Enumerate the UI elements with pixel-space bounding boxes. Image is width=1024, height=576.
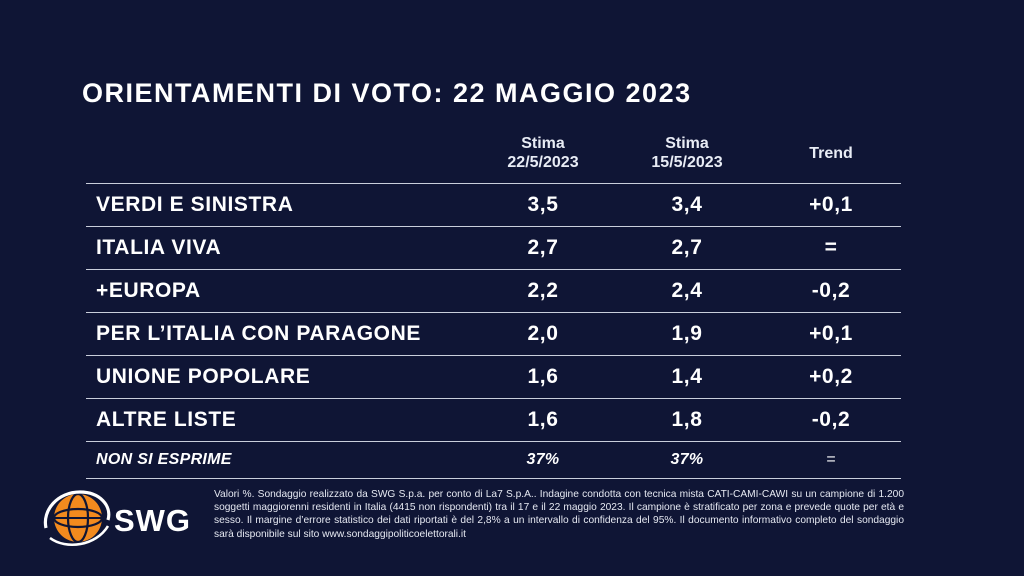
estimate-current: 1,6 <box>527 408 559 431</box>
estimate-current: 1,6 <box>527 365 559 388</box>
party-name: VERDI E SINISTRA <box>96 193 294 216</box>
header-label: Trend <box>809 145 853 162</box>
header-trend: Trend <box>771 144 891 163</box>
table-row: +EUROPA 2,2 2,4 -0,2 <box>86 269 901 312</box>
poll-table: Stima 22/5/2023 Stima 15/5/2023 Trend VE… <box>86 130 901 479</box>
party-name: UNIONE POPOLARE <box>96 365 311 388</box>
table-row: UNIONE POPOLARE 1,6 1,4 +0,2 <box>86 355 901 398</box>
table-row: NON SI ESPRIME 37% 37% = <box>86 441 901 479</box>
logo-text: SWG <box>114 503 192 538</box>
trend-value: = <box>826 451 836 468</box>
estimate-previous: 2,4 <box>671 279 703 302</box>
trend-value: +0,1 <box>809 322 853 345</box>
estimate-current: 37% <box>526 451 560 468</box>
globe-logo-icon <box>43 490 111 546</box>
trend-value: -0,2 <box>811 279 851 302</box>
table-body: VERDI E SINISTRA 3,5 3,4 +0,1 ITALIA VIVA 2,7… <box>86 183 901 479</box>
header-label: Stima <box>665 135 709 152</box>
estimate-current: 2,7 <box>527 236 559 259</box>
header-date: 15/5/2023 <box>651 154 723 171</box>
header-stima-current: Stima 22/5/2023 <box>468 134 618 172</box>
trend-value: -0,2 <box>811 408 851 431</box>
estimate-current: 2,0 <box>527 322 559 345</box>
estimate-previous: 1,9 <box>671 322 703 345</box>
methodology-note: Valori %. Sondaggio realizzato da SWG S.… <box>214 489 904 540</box>
trend-value: +0,1 <box>809 193 853 216</box>
party-name: NON SI ESPRIME <box>96 451 232 468</box>
estimate-previous: 3,4 <box>671 193 703 216</box>
estimate-previous: 37% <box>670 451 704 468</box>
table-row: VERDI E SINISTRA 3,5 3,4 +0,1 <box>86 183 901 226</box>
table-header: Stima 22/5/2023 Stima 15/5/2023 Trend <box>86 130 901 183</box>
estimate-current: 2,2 <box>527 279 559 302</box>
trend-value: +0,2 <box>809 365 853 388</box>
page-title: ORIENTAMENTI DI VOTO: 22 MAGGIO 2023 <box>82 78 692 108</box>
party-name: PER L’ITALIA CON PARAGONE <box>96 322 421 345</box>
header-stima-previous: Stima 15/5/2023 <box>612 134 762 172</box>
estimate-previous: 1,8 <box>671 408 703 431</box>
estimate-previous: 2,7 <box>671 236 703 259</box>
trend-value: = <box>824 236 838 259</box>
party-name: ALTRE LISTE <box>96 408 237 431</box>
party-name: +EUROPA <box>96 279 201 302</box>
table-row: ALTRE LISTE 1,6 1,8 -0,2 <box>86 398 901 441</box>
swg-logo: SWG <box>40 488 205 548</box>
table-row: PER L’ITALIA CON PARAGONE 2,0 1,9 +0,1 <box>86 312 901 355</box>
header-date: 22/5/2023 <box>507 154 579 171</box>
table-row: ITALIA VIVA 2,7 2,7 = <box>86 226 901 269</box>
estimate-current: 3,5 <box>527 193 559 216</box>
party-name: ITALIA VIVA <box>96 236 222 259</box>
estimate-previous: 1,4 <box>671 365 703 388</box>
header-label: Stima <box>521 135 565 152</box>
